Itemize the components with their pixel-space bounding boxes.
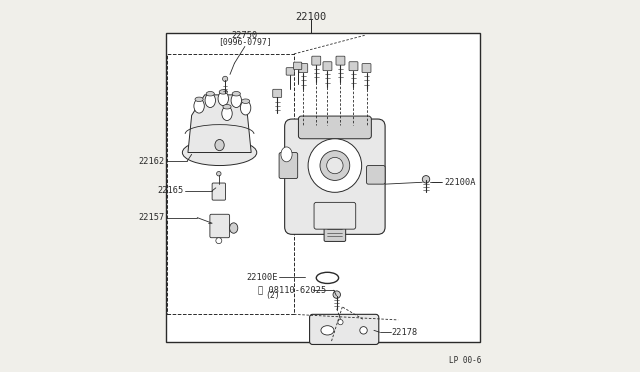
Text: [0996-0797]: [0996-0797] <box>218 37 271 46</box>
FancyBboxPatch shape <box>212 183 225 200</box>
Ellipse shape <box>195 97 203 102</box>
Ellipse shape <box>232 92 241 96</box>
Circle shape <box>308 139 362 192</box>
Circle shape <box>422 176 429 183</box>
FancyBboxPatch shape <box>367 166 385 184</box>
FancyBboxPatch shape <box>273 89 282 97</box>
Ellipse shape <box>241 101 251 115</box>
Ellipse shape <box>281 147 292 162</box>
Ellipse shape <box>241 99 250 103</box>
Text: 22162: 22162 <box>139 157 165 166</box>
Text: 22100A: 22100A <box>444 178 476 187</box>
FancyBboxPatch shape <box>279 153 298 179</box>
FancyBboxPatch shape <box>294 62 302 70</box>
FancyBboxPatch shape <box>285 119 385 234</box>
Text: Ⓑ 08110-62025: Ⓑ 08110-62025 <box>257 286 326 295</box>
Text: 22178: 22178 <box>392 328 418 337</box>
Ellipse shape <box>316 272 339 283</box>
Circle shape <box>216 238 222 244</box>
FancyBboxPatch shape <box>286 68 294 75</box>
Ellipse shape <box>215 140 224 151</box>
FancyBboxPatch shape <box>298 116 371 139</box>
Circle shape <box>326 157 343 174</box>
Polygon shape <box>188 95 251 153</box>
FancyBboxPatch shape <box>336 56 345 65</box>
Text: 22100E: 22100E <box>246 273 278 282</box>
Text: 22157: 22157 <box>139 213 165 222</box>
Ellipse shape <box>182 140 257 166</box>
FancyBboxPatch shape <box>324 216 346 241</box>
Text: (2): (2) <box>266 291 280 300</box>
Ellipse shape <box>321 326 334 335</box>
Bar <box>166 33 480 342</box>
Circle shape <box>223 76 228 81</box>
Ellipse shape <box>230 223 238 233</box>
Circle shape <box>333 291 340 298</box>
Circle shape <box>360 327 367 334</box>
FancyBboxPatch shape <box>349 62 358 71</box>
Ellipse shape <box>194 99 204 113</box>
FancyBboxPatch shape <box>299 64 308 73</box>
Ellipse shape <box>231 93 241 108</box>
Ellipse shape <box>206 92 214 96</box>
Ellipse shape <box>223 105 231 109</box>
Circle shape <box>338 320 343 325</box>
Ellipse shape <box>218 92 228 106</box>
Text: LP 00-6: LP 00-6 <box>449 356 482 365</box>
FancyBboxPatch shape <box>312 56 321 65</box>
Circle shape <box>320 151 349 180</box>
FancyBboxPatch shape <box>362 64 371 73</box>
Text: 22165: 22165 <box>157 186 184 195</box>
FancyBboxPatch shape <box>310 314 379 344</box>
Text: 22100: 22100 <box>295 12 326 22</box>
Bar <box>168 54 294 314</box>
Text: 22750: 22750 <box>232 31 258 40</box>
Ellipse shape <box>222 106 232 121</box>
Ellipse shape <box>205 93 216 108</box>
FancyBboxPatch shape <box>323 62 332 71</box>
Ellipse shape <box>219 90 227 94</box>
FancyBboxPatch shape <box>210 214 230 238</box>
Circle shape <box>216 171 221 176</box>
FancyBboxPatch shape <box>314 202 356 229</box>
